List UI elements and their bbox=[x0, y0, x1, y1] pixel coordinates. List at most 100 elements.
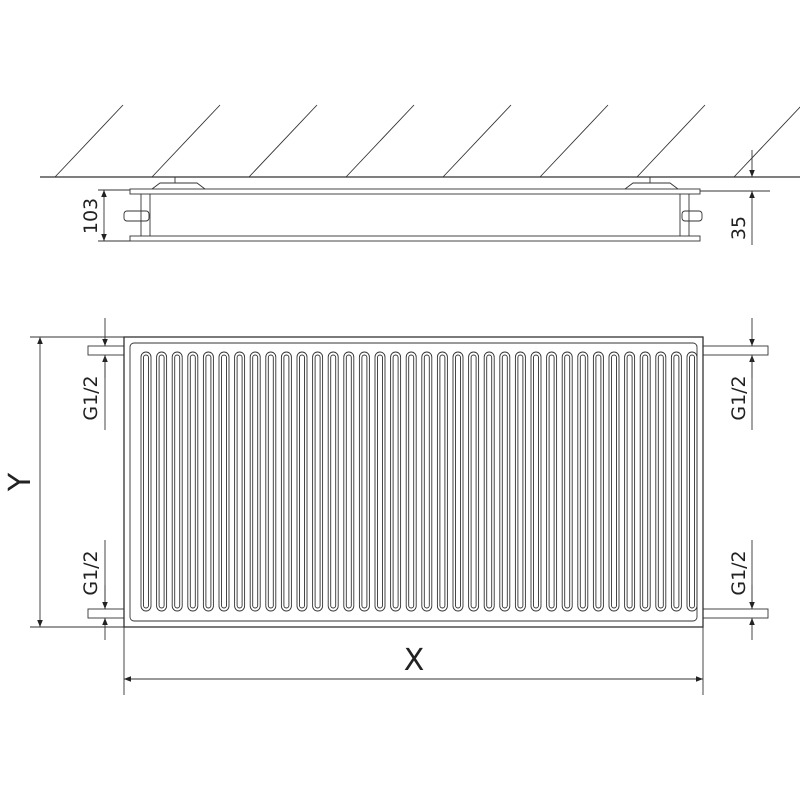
fin-inner bbox=[143, 354, 149, 609]
radiator-fins bbox=[140, 351, 698, 612]
fin bbox=[343, 351, 355, 612]
connection-dimension-top-right: G1/2 bbox=[728, 318, 755, 430]
wall-gap-label: 35 bbox=[728, 216, 750, 240]
fin-inner bbox=[423, 354, 430, 609]
fin-inner bbox=[267, 354, 274, 609]
width-label: X bbox=[404, 643, 425, 678]
fin-inner bbox=[345, 354, 352, 609]
fin bbox=[202, 351, 214, 612]
fin bbox=[249, 351, 261, 612]
top-view: 103 35 bbox=[40, 104, 800, 245]
wall-hatching bbox=[54, 104, 800, 178]
connection-dimension-bottom-right: G1/2 bbox=[728, 540, 755, 640]
fin bbox=[374, 351, 386, 612]
connection-dimension-top-left: G1/2 bbox=[80, 318, 108, 430]
fin-inner bbox=[189, 354, 196, 609]
fin bbox=[608, 351, 620, 612]
fin bbox=[592, 351, 604, 612]
fin-inner bbox=[486, 354, 493, 609]
fin bbox=[670, 351, 682, 612]
fin bbox=[234, 351, 246, 612]
fin-inner bbox=[642, 354, 649, 609]
fin-inner bbox=[533, 354, 539, 609]
fin bbox=[421, 351, 433, 612]
fin bbox=[639, 351, 651, 612]
hatch-line bbox=[442, 104, 512, 178]
fin bbox=[624, 351, 636, 612]
depth-dimension: 103 bbox=[80, 189, 130, 242]
fin-inner bbox=[392, 354, 399, 609]
fin bbox=[686, 351, 698, 612]
fin bbox=[265, 351, 277, 612]
fin-inner bbox=[564, 354, 571, 609]
height-label: Y bbox=[3, 472, 38, 492]
connection-label-bottom-left: G1/2 bbox=[80, 550, 102, 595]
fin bbox=[530, 351, 542, 612]
height-dimension: Y bbox=[3, 336, 124, 628]
connection-label-top-left: G1/2 bbox=[80, 375, 102, 420]
front-view: Y X G1/2 G1/2 G1/2 bbox=[3, 318, 769, 695]
fin-inner bbox=[299, 354, 305, 609]
hatch-line bbox=[248, 104, 318, 178]
fin-inner bbox=[689, 354, 695, 609]
fin-inner bbox=[408, 354, 415, 609]
fin-inner bbox=[657, 354, 664, 609]
fin-inner bbox=[501, 354, 508, 609]
fin-inner bbox=[158, 354, 165, 609]
fin bbox=[405, 351, 417, 612]
fin-inner bbox=[517, 354, 524, 609]
fin bbox=[561, 351, 573, 612]
fin-inner bbox=[673, 354, 680, 609]
hatch-line bbox=[54, 104, 124, 178]
fin bbox=[327, 351, 339, 612]
fin bbox=[312, 351, 324, 612]
fin-inner bbox=[626, 354, 633, 609]
connection-dimension-bottom-left: G1/2 bbox=[80, 540, 108, 640]
fin bbox=[468, 351, 480, 612]
fin-inner bbox=[470, 354, 477, 609]
connection-label-top-right: G1/2 bbox=[728, 375, 750, 420]
fin bbox=[218, 351, 230, 612]
hatch-line bbox=[636, 104, 706, 178]
fin-inner bbox=[439, 354, 446, 609]
hatch-line bbox=[151, 104, 221, 178]
fin bbox=[187, 351, 199, 612]
fin-inner bbox=[283, 354, 290, 609]
fin-inner bbox=[236, 354, 243, 609]
radiator-top-section bbox=[123, 177, 703, 242]
fin bbox=[483, 351, 495, 612]
fin-inner bbox=[174, 354, 181, 609]
radiator-panel bbox=[123, 336, 704, 628]
fin bbox=[390, 351, 402, 612]
fin bbox=[499, 351, 511, 612]
fin bbox=[140, 351, 152, 612]
width-dimension: X bbox=[123, 627, 704, 695]
fin bbox=[577, 351, 589, 612]
fin-inner bbox=[330, 354, 337, 609]
fin-inner bbox=[314, 354, 321, 609]
fin-inner bbox=[595, 354, 602, 609]
hatch-line bbox=[345, 104, 415, 178]
fin bbox=[514, 351, 526, 612]
hatch-line bbox=[539, 104, 609, 178]
depth-label: 103 bbox=[80, 198, 102, 234]
fin bbox=[358, 351, 370, 612]
fin bbox=[171, 351, 183, 612]
wall-gap-dimension: 35 bbox=[700, 150, 770, 245]
hatch-line bbox=[733, 106, 800, 178]
fin-inner bbox=[455, 354, 461, 609]
connection-label-bottom-right: G1/2 bbox=[728, 550, 750, 595]
fin-inner bbox=[377, 354, 383, 609]
fin bbox=[436, 351, 448, 612]
fin-inner bbox=[611, 354, 617, 609]
fin-inner bbox=[221, 354, 227, 609]
fin-inner bbox=[579, 354, 586, 609]
fin-inner bbox=[205, 354, 212, 609]
fin bbox=[546, 351, 558, 612]
fin-inner bbox=[548, 354, 555, 609]
fin-inner bbox=[361, 354, 368, 609]
fin-inner bbox=[252, 354, 259, 609]
fin bbox=[452, 351, 464, 612]
fin bbox=[156, 351, 168, 612]
